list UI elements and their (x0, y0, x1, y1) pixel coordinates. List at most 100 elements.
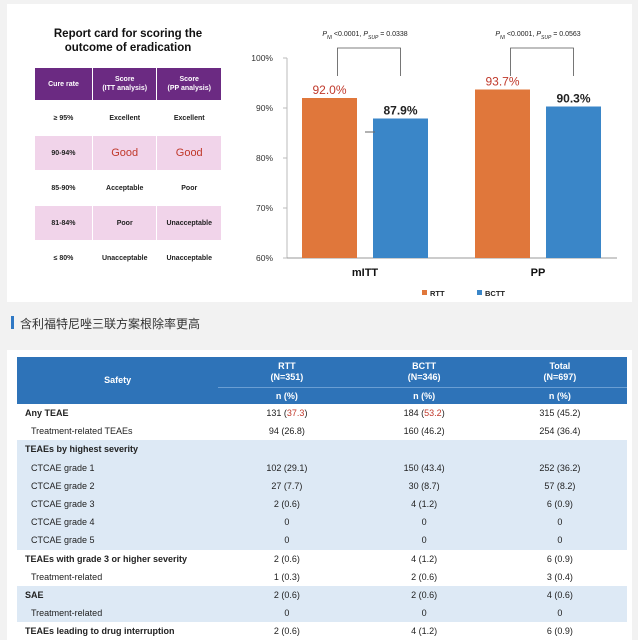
safety-cell-rtt: 2 (0.6) (218, 494, 356, 514)
safety-header-bctt: BCTT (N=346) (355, 357, 493, 388)
bar-bctt-pp (546, 106, 601, 258)
safety-cell-rtt (218, 440, 356, 459)
y-tick-label: 70% (256, 203, 273, 213)
report-card-row: ≤ 80% Unacceptable Unacceptable (34, 240, 222, 276)
y-tick-label: 100% (251, 53, 273, 63)
itt-score-cell: Good (91, 135, 158, 171)
cure-rate-cell: ≥ 95% (34, 100, 93, 136)
safety-header-total: Total (N=697) (492, 357, 627, 388)
safety-cell-rtt: 94 (26.8) (268, 426, 305, 437)
safety-unit-rtt: n (%) (218, 387, 356, 404)
bar-value-label: 92.0% (312, 83, 346, 97)
pp-score-cell: Unacceptable (156, 205, 222, 241)
eradication-bar-chart: 60% 70% 80% 90% 100% 92.0% 87.9% 93.7% 90.3% PN… (251, 31, 617, 298)
safety-body: Any TEAE 131 (37.3) 184 (53.2) 315 (45.2) Tr… (17, 404, 627, 640)
safety-cell-total: 6 (0.9) (546, 553, 573, 564)
caption-bar: 含利福特尼唑三联方案根除率更高 (7, 313, 632, 333)
safety-row-label: CTCAE grade 5 (17, 531, 219, 550)
bottom-card: Safety RTT (N=351) BCTT (N=346) Total (N=69… (7, 350, 632, 640)
safety-cell-rtt: 1 (0.3) (273, 571, 300, 582)
y-tick-label: 60% (256, 253, 273, 263)
safety-row-label: SAE (17, 585, 219, 605)
x-category-label: mITT (352, 267, 379, 279)
safety-cell-bctt: 4 (1.2) (411, 626, 438, 637)
legend-swatch-bctt (477, 290, 482, 295)
report-card-header-cure-rate: Cure rate (34, 67, 93, 101)
p-value-label: PNI <0.0001, PSUP = 0.0338 (322, 31, 407, 41)
report-card-title-line1: Report card for scoring the (53, 28, 203, 40)
significance-bracket (510, 47, 574, 76)
bar-value-label: 90.3% (556, 92, 590, 106)
safety-table: Safety RTT (N=351) BCTT (N=346) Total (N=69… (17, 357, 627, 640)
safety-cell-total: 254 (36.4) (539, 426, 581, 437)
safety-cell-total: 252 (36.2) (492, 458, 627, 477)
safety-cell-rtt: 27 (7.7) (218, 476, 356, 495)
bar-value-label: 87.9% (383, 104, 417, 118)
safety-row-label: TEAEs with grade 3 or higher severity (25, 553, 188, 564)
top-card: Report card for scoring the outcome of e… (7, 4, 632, 302)
safety-cell-rtt: 2 (0.6) (273, 553, 300, 564)
safety-cell-bctt (355, 440, 493, 459)
safety-row-label: TEAEs leading to drug interruption (25, 626, 175, 637)
bars: 92.0% 87.9% 93.7% 90.3% (302, 75, 601, 258)
safety-cell-rtt: 102 (29.1) (218, 458, 356, 477)
report-card-row: 81-84% Poor Unacceptable (34, 205, 222, 241)
pp-score-cell: Excellent (156, 100, 222, 136)
safety-cell-bctt: 4 (1.2) (355, 494, 493, 514)
legend-label: RTT (430, 289, 445, 298)
safety-row: SAE 2 (0.6) 2 (0.6) 4 (0.6) (17, 585, 627, 605)
safety-row: CTCAE grade 1 102 (29.1) 150 (43.4) 252 (36… (17, 458, 627, 477)
safety-cell-bctt: 0 (355, 604, 493, 623)
safety-unit-bctt: n (%) (355, 387, 493, 404)
safety-row: TEAEs by highest severity (17, 440, 627, 459)
safety-row: Treatment-related 1 (0.3) 2 (0.6) 3 (0.4) (17, 568, 627, 586)
safety-cell-bctt: 0 (355, 531, 493, 550)
caption-text: 含利福特尼唑三联方案根除率更高 (20, 317, 201, 331)
safety-row-label: CTCAE grade 4 (17, 513, 219, 532)
safety-cell-bctt: 2 (0.6) (355, 585, 493, 605)
safety-cell-total: 3 (0.4) (546, 571, 573, 582)
significance-bracket (337, 47, 401, 76)
bar-rtt-mitt (302, 98, 357, 258)
cure-rate-cell: 81-84% (34, 205, 93, 241)
safety-unit-row: n (%) n (%) n (%) (17, 387, 627, 404)
safety-row-label: TEAEs by highest severity (17, 440, 219, 459)
safety-cell-rtt: 131 (37.3) (266, 408, 308, 419)
safety-header-row: Safety RTT (N=351) BCTT (N=346) Total (N=69… (17, 357, 627, 404)
safety-cell-total: 6 (0.9) (546, 626, 573, 637)
safety-cell-rtt: 2 (0.6) (218, 585, 356, 605)
x-category-label: PP (531, 267, 546, 279)
significance-brackets: PNI <0.0001, PSUP = 0.0338 PNI <0.0001, P… (322, 31, 581, 76)
safety-row-label: CTCAE grade 2 (17, 476, 219, 495)
report-card-title: Report card for scoring the outcome of e… (34, 27, 222, 57)
bar-bctt-mitt (373, 118, 428, 258)
safety-row: TEAEs leading to drug interruption 2 (0.6… (17, 622, 627, 640)
bar-rtt-pp (475, 89, 530, 258)
safety-header-label: Safety (17, 357, 219, 404)
safety-row: CTCAE grade 2 27 (7.7) 30 (8.7) 57 (8.2) (17, 476, 627, 495)
bar-value-label: 93.7% (485, 75, 519, 89)
safety-cell-bctt: 150 (43.4) (355, 458, 493, 477)
safety-cell-bctt: 160 (46.2) (403, 426, 445, 437)
safety-cell-rtt: 0 (218, 531, 356, 550)
safety-cell-total: 4 (0.6) (492, 585, 627, 605)
safety-cell-total: 6 (0.9) (492, 494, 627, 514)
report-card-row: ≥ 95% Excellent Excellent (34, 100, 222, 136)
legend-label: BCTT (485, 289, 505, 298)
itt-score-cell: Poor (91, 205, 158, 241)
caption-accent-bar (11, 316, 14, 329)
report-card-header-itt: Score (ITT analysis) (91, 67, 158, 101)
pp-score-cell: Good (156, 135, 222, 171)
safety-cell-bctt: 2 (0.6) (411, 571, 438, 582)
safety-cell-total: 0 (492, 531, 627, 550)
safety-cell-bctt: 184 (53.2) (403, 408, 445, 419)
safety-cell-total (492, 440, 627, 459)
safety-row: Any TEAE 131 (37.3) 184 (53.2) 315 (45.2) (17, 404, 627, 422)
chart-legend: RTT BCTT (422, 289, 505, 298)
safety-cell-total: 315 (45.2) (539, 408, 581, 419)
y-tick-label: 80% (256, 153, 273, 163)
safety-cell-total: 0 (492, 513, 627, 532)
y-tick-label: 90% (256, 103, 273, 113)
